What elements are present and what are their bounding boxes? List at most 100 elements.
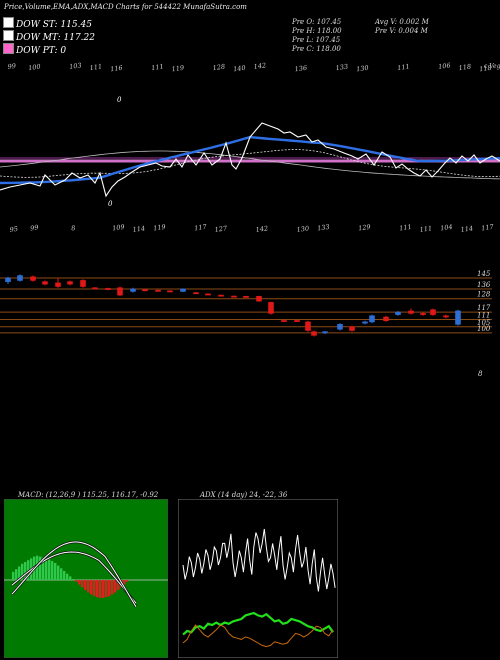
price-candle <box>130 287 136 293</box>
ema-bottom-tick-label: 130 <box>296 224 309 234</box>
ema-top-tick-label: 111 <box>151 63 164 73</box>
price-candle <box>142 288 148 292</box>
legend-label: DOW ST: 115.45 <box>16 20 92 30</box>
macd-histogram-bar <box>15 569 18 580</box>
macd-histogram-bar <box>87 580 90 593</box>
legend-item-dow-pt: DOW PT: 0 <box>3 43 66 56</box>
ema-top-tick-label: 116 <box>110 64 123 74</box>
ema-top-tick-label: 119 <box>171 64 184 74</box>
ema-bottom-tick-label: 111 <box>419 224 432 234</box>
macd-histogram-bar <box>96 580 99 598</box>
price-candle <box>193 292 199 295</box>
ema-corner-label: c Vega <box>484 63 500 70</box>
price-candle <box>294 319 300 322</box>
price-candle <box>5 276 11 285</box>
macd-histogram-bar <box>84 580 87 590</box>
price-candle <box>30 275 36 282</box>
macd-histogram-bar <box>72 579 75 580</box>
ema-dotted-line <box>0 149 500 178</box>
macd-histogram-bar <box>126 580 129 582</box>
price-candle <box>117 286 123 297</box>
price-candle <box>17 274 23 282</box>
price-level-label: 100 <box>477 325 491 333</box>
price-candle <box>180 288 186 293</box>
price-candle <box>256 295 262 302</box>
adx-caption: ADX (14 day) 24, -22, 36 <box>200 491 288 499</box>
adx-main-line <box>182 611 334 636</box>
ema-top-tick-label: 118 <box>458 63 471 73</box>
macd-histogram-bar <box>108 580 111 597</box>
ema-bottom-tick-label: 109 <box>112 223 125 233</box>
ema-bottom-tick-label: 117 <box>194 223 208 233</box>
ema-bottom-tick-label: 114 <box>460 224 473 234</box>
price-candle <box>322 331 328 335</box>
macd-histogram-bar <box>114 580 117 593</box>
price-candle <box>305 320 311 332</box>
price-candle <box>420 312 426 316</box>
ema-slow-line <box>0 150 500 180</box>
macd-histogram-bar <box>51 561 54 580</box>
ema-marker-label: 0 <box>117 96 122 104</box>
ema-bottom-tick-label: 133 <box>317 223 330 233</box>
adx-chart <box>178 499 338 658</box>
macd-histogram-bar <box>18 566 21 580</box>
chart-title: Price,Volume,EMA,ADX,MACD Charts for 544… <box>4 3 247 11</box>
macd-histogram-bar <box>45 558 48 580</box>
price-candle <box>337 323 343 331</box>
ema-top-tick-label: 111 <box>89 63 102 73</box>
macd-histogram-bar <box>12 571 15 580</box>
legend-label: DOW PT: 0 <box>16 46 67 56</box>
price-candle <box>218 294 224 297</box>
macd-histogram-bar <box>81 580 84 588</box>
stat-pre-open: Pre O: 107.45 <box>292 18 342 26</box>
adx-di-plus-line <box>182 528 336 592</box>
macd-histogram-bar <box>105 580 108 598</box>
macd-line <box>11 541 137 608</box>
ema-bottom-tick-label: 142 <box>255 224 268 234</box>
ema-bottom-tick-label: 127 <box>214 224 228 234</box>
macd-histogram-bar <box>66 573 69 580</box>
macd-histogram-bar <box>75 580 78 582</box>
macd-histogram-bar <box>63 571 66 580</box>
macd-histogram-bar <box>54 562 57 580</box>
price-candle <box>349 325 355 332</box>
price-candle <box>362 320 368 325</box>
price-candle <box>455 309 461 326</box>
macd-histogram-bar <box>102 580 105 598</box>
price-candle <box>268 301 274 315</box>
price-candle <box>281 319 287 322</box>
ema-bottom-tick-label: 129 <box>358 223 371 233</box>
price-candle <box>105 287 111 291</box>
legend-item-dow-st: DOW ST: 115.45 <box>3 17 92 30</box>
price-candle <box>42 280 48 286</box>
macd-histogram-bar <box>117 580 120 590</box>
macd-caption: MACD: (12,26,9 ) 115.25, 116.17, -0.92 <box>18 491 159 499</box>
ema-bottom-tick-label: 95 <box>9 225 18 234</box>
macd-histogram-bar <box>69 576 72 580</box>
ema-top-tick-label: 106 <box>438 61 451 71</box>
stat-pre-high: Pre H: 118.00 <box>292 27 342 35</box>
legend-swatch-icon <box>3 43 14 54</box>
price-candle <box>231 295 237 298</box>
ema-bottom-tick-label: 111 <box>399 223 412 233</box>
price-level-label: 105 <box>477 319 491 327</box>
macd-signal-line <box>11 551 137 604</box>
stat-pre-close: Pre C: 118.00 <box>292 45 341 53</box>
legend-item-dow-mt: DOW MT: 117.22 <box>3 30 95 43</box>
price-candle <box>243 295 249 298</box>
macd-histogram-bar <box>90 580 93 595</box>
ema-bottom-tick-label: 8 <box>71 224 76 232</box>
price-candle <box>55 278 61 288</box>
ema-top-tick-label: 103 <box>69 61 82 71</box>
legend-swatch-icon <box>3 30 14 41</box>
legend-label: DOW MT: 117.22 <box>16 33 95 43</box>
title-text: Price,Volume,EMA,ADX,MACD Charts for 544… <box>4 3 181 11</box>
adx-background <box>178 499 338 658</box>
macd-histogram-bar <box>57 565 60 580</box>
macd-histogram-bar <box>93 580 96 597</box>
macd-histogram-bar <box>24 562 27 580</box>
price-candle <box>408 308 414 315</box>
ema-bottom-tick-label: 119 <box>153 223 166 233</box>
ema-top-tick-label: 133 <box>335 63 348 73</box>
ema-price-line <box>0 122 500 198</box>
